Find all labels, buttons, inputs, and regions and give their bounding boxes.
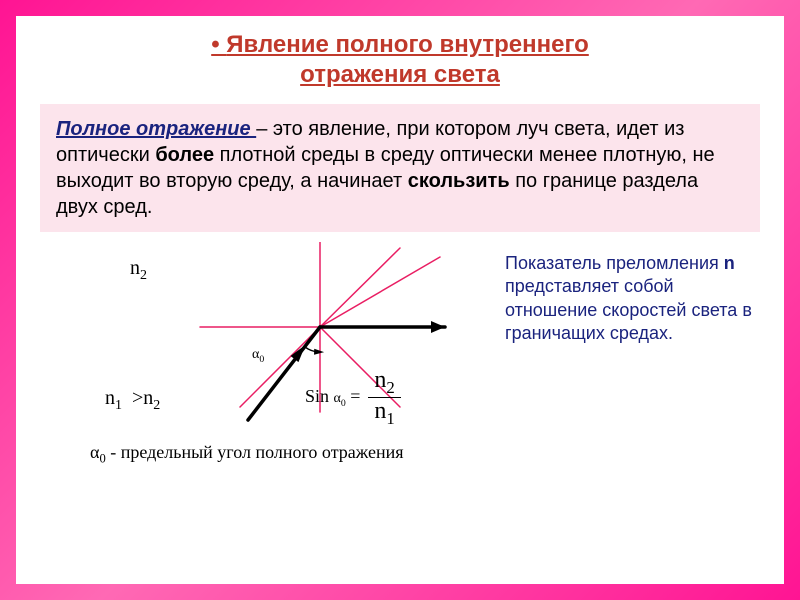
num-sub: 2 (386, 378, 394, 397)
alpha-sub: 0 (259, 354, 264, 365)
n2b-sub: 2 (153, 398, 160, 413)
f-alpha: α (334, 391, 341, 406)
f-eq: = (346, 386, 361, 406)
note-prefix: Показатель преломления (505, 253, 724, 273)
def-bold1: более (155, 144, 214, 166)
bottom-caption: α0 - предельный угол полного отражения (90, 442, 404, 467)
den-sub: 1 (386, 409, 394, 428)
label-n2: n2 (130, 257, 147, 284)
cap-text: - предельный угол полного отражения (106, 442, 404, 462)
slide-title: Явление полного внутреннего отражения св… (40, 30, 760, 90)
num-base: n (374, 367, 386, 393)
den-base: n (374, 398, 386, 424)
formula-fraction: n2 n1 (368, 367, 400, 429)
formula-sin-alpha: Sin α0 = n2 n1 (305, 367, 401, 429)
frac-den: n1 (368, 398, 400, 428)
formula-sin: Sin α0 = (305, 386, 360, 409)
n2-base: n (130, 257, 140, 279)
slide-frame: Явление полного внутреннего отражения св… (16, 16, 784, 584)
sin-text: Sin (305, 386, 334, 406)
title-line2: отражения света (300, 61, 500, 88)
frac-num: n2 (368, 367, 400, 397)
definition-box: Полное отражение – это явление, при кото… (40, 104, 760, 232)
n2-sub: 2 (140, 268, 147, 283)
gt-text: >n (127, 387, 153, 409)
note-suffix: представляет собой отношение скоростей с… (505, 276, 752, 343)
label-alpha0: α0 (252, 347, 264, 365)
note-bold: n (724, 253, 735, 273)
title-line1: Явление полного внутреннего (226, 31, 589, 58)
def-bold2: скользить (408, 170, 510, 192)
label-n1-gt-n2: n1 >n2 (105, 387, 160, 414)
side-note: Показатель преломления n представляет со… (505, 252, 760, 346)
content-area: n2 n1 >n2 α0 Sin α0 = n2 n1 Показатель п… (40, 242, 760, 502)
definition-term: Полное отражение (56, 118, 256, 140)
n1-base: n (105, 387, 115, 409)
n1-sub: 1 (115, 398, 122, 413)
